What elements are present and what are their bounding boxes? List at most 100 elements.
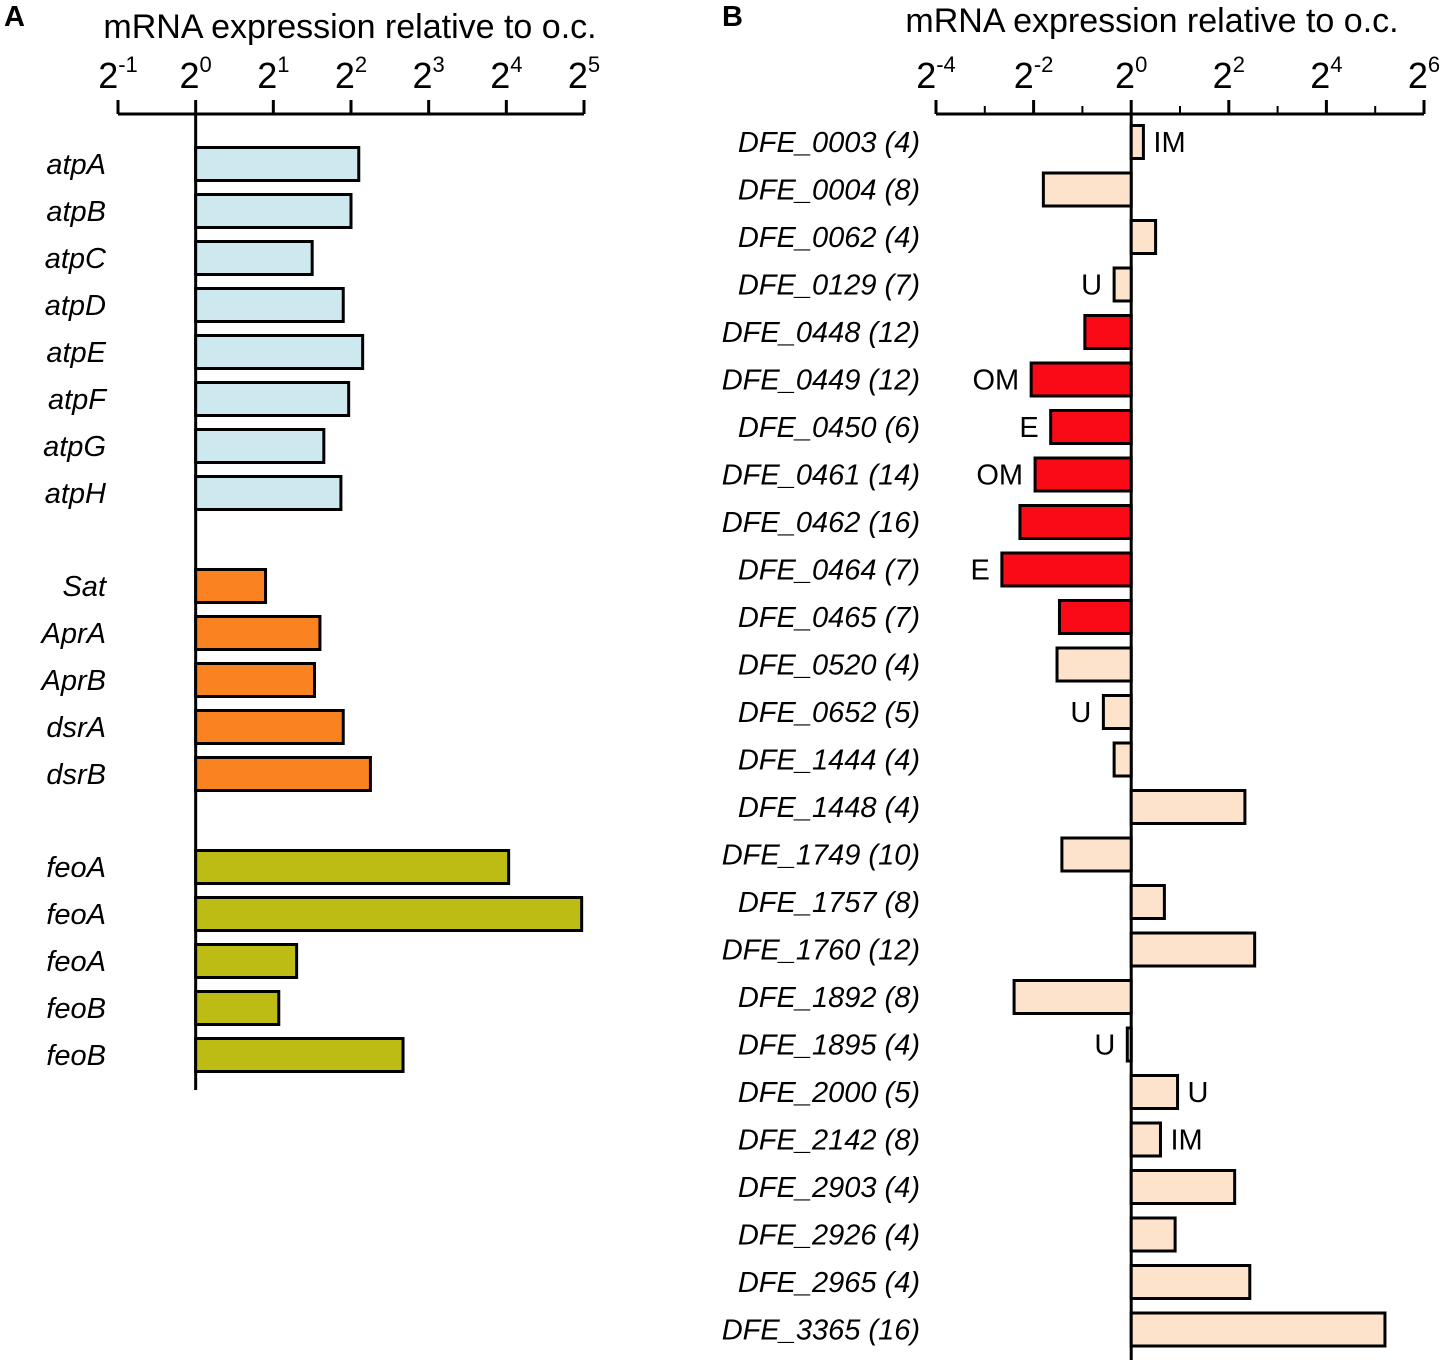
panel-a-category-label: AprB bbox=[40, 665, 106, 697]
panel-b-category-label: DFE_0448 (12) bbox=[722, 317, 920, 349]
panel-a-category-label: feoA bbox=[46, 899, 106, 931]
panel-b-category-label: DFE_2000 (5) bbox=[738, 1077, 920, 1109]
panel-a-bar bbox=[194, 990, 281, 1026]
panel-b-category-label: DFE_1757 (8) bbox=[738, 887, 920, 919]
panel-a-category-label: Sat bbox=[62, 571, 107, 603]
panel-a-category-label: atpB bbox=[46, 196, 106, 228]
panel-b-bar bbox=[1101, 694, 1133, 730]
panel-a-tick-label: 2-1 bbox=[98, 52, 138, 96]
panel-b-bar bbox=[1033, 456, 1133, 493]
panel-b-bar bbox=[1129, 1074, 1180, 1110]
panel-b-bar bbox=[1112, 266, 1133, 303]
panel-a-bar bbox=[194, 428, 326, 464]
panel-a-title: mRNA expression relative to o.c. bbox=[103, 8, 596, 46]
panel-a-bar bbox=[194, 709, 345, 745]
panel-a-category-label: atpD bbox=[45, 290, 106, 322]
panel-a-bar bbox=[194, 334, 365, 370]
panel-b-bar bbox=[1012, 979, 1133, 1015]
panel-b-category-label: DFE_0520 (4) bbox=[738, 650, 920, 682]
panel-b-category-label: DFE_0129 (7) bbox=[738, 270, 920, 302]
panel-a-category-label: atpF bbox=[48, 384, 108, 416]
panel-b-annotation-label: IM bbox=[1153, 127, 1185, 159]
panel-b-title: mRNA expression relative to o.c. bbox=[905, 2, 1398, 40]
panel-a-chart: A mRNA expression relative to o.c. 2-1 20… bbox=[4, 1, 600, 1090]
panel-a-bar bbox=[194, 943, 299, 979]
panel-b-letter: B bbox=[722, 1, 743, 33]
panel-a-bar bbox=[194, 381, 351, 417]
panel-b-annotation-label: U bbox=[1070, 697, 1091, 729]
panel-b-bar bbox=[1129, 1121, 1162, 1158]
panel-b-tick-label: 24 bbox=[1310, 52, 1342, 96]
panel-b-category-label: DFE_2903 (4) bbox=[738, 1172, 920, 1204]
panel-b-category-label: DFE_0004 (8) bbox=[738, 175, 920, 207]
panel-a-bar bbox=[194, 756, 372, 792]
panel-b-category-label: DFE_2142 (8) bbox=[738, 1125, 920, 1157]
panel-b-annotation-label: OM bbox=[976, 460, 1023, 492]
panel-b-annotation-label: E bbox=[971, 555, 990, 587]
panel-a-tick-label: 25 bbox=[568, 52, 600, 96]
panel-b-category-label: DFE_0003 (4) bbox=[738, 127, 920, 159]
panel-b-category-label: DFE_0062 (4) bbox=[738, 222, 920, 254]
panel-b-category-label: DFE_2965 (4) bbox=[738, 1267, 920, 1299]
panel-a-bar bbox=[194, 475, 343, 511]
panel-b-category-label: DFE_3365 (16) bbox=[722, 1315, 920, 1347]
panel-b-bar bbox=[1129, 789, 1247, 825]
panel-b-bar bbox=[1129, 124, 1145, 160]
panel-b-category-label: DFE_0465 (7) bbox=[738, 602, 920, 634]
panel-a-category-label: atpA bbox=[46, 149, 106, 181]
panel-a-tick-label: 21 bbox=[257, 52, 289, 96]
panel-a-category-label: atpH bbox=[45, 478, 106, 510]
panel-a-category-label: atpG bbox=[43, 431, 106, 463]
panel-b-chart: B mRNA expression relative to o.c. 2-4 2-… bbox=[722, 1, 1440, 1360]
panel-b-bar bbox=[1125, 1026, 1133, 1063]
panel-a-category-label: dsrA bbox=[46, 712, 106, 744]
panel-b-bar bbox=[1129, 1169, 1237, 1205]
panel-b-annotation-label: U bbox=[1094, 1030, 1115, 1062]
panel-a-category-label: feoA bbox=[46, 852, 106, 884]
panel-a-bar bbox=[194, 146, 361, 182]
panel-b-annotation-label: E bbox=[1019, 412, 1038, 444]
panel-b-tick-label: 2-2 bbox=[1014, 52, 1054, 96]
panel-b-bar bbox=[1060, 836, 1133, 873]
panel-b-bar bbox=[1083, 314, 1133, 350]
panel-a-category-label: atpC bbox=[45, 243, 107, 275]
panel-b-bar bbox=[1129, 1216, 1177, 1253]
panel-b-category-label: DFE_1760 (12) bbox=[722, 935, 920, 967]
panel-a-bar bbox=[194, 896, 584, 932]
panel-b-category-label: DFE_1892 (8) bbox=[738, 982, 920, 1014]
panel-b-tick-label: 2-4 bbox=[916, 52, 956, 96]
panel-a-category-label: AprA bbox=[40, 618, 106, 650]
panel-b-bar bbox=[1041, 171, 1133, 208]
panel-a-tick-label: 24 bbox=[490, 52, 522, 96]
panel-b-tick-label: 26 bbox=[1408, 52, 1440, 96]
panel-a-bar bbox=[194, 1037, 405, 1073]
panel-a-category-label: feoB bbox=[46, 1040, 106, 1072]
panel-b-category-label: DFE_1444 (4) bbox=[738, 745, 920, 777]
panel-b-category-label: DFE_0652 (5) bbox=[738, 697, 920, 729]
panel-a-category-label: atpE bbox=[46, 337, 106, 369]
panel-b-annotation-label: U bbox=[1188, 1077, 1209, 1109]
panel-b-category-label: DFE_2926 (4) bbox=[738, 1220, 920, 1252]
panel-b-annotation-label: IM bbox=[1170, 1125, 1202, 1157]
panel-a-tick-label: 22 bbox=[335, 52, 367, 96]
panel-a-bar bbox=[194, 287, 345, 323]
panel-b-bar bbox=[1129, 1264, 1252, 1300]
panel-b-category-label: DFE_0461 (14) bbox=[722, 460, 920, 492]
panel-b-category-label: DFE_1749 (10) bbox=[722, 840, 920, 872]
panel-b-bar bbox=[1000, 551, 1133, 588]
panel-a-bar bbox=[194, 662, 316, 698]
panel-b-category-label: DFE_0450 (6) bbox=[738, 412, 920, 444]
panel-b-bar bbox=[1129, 884, 1166, 920]
panel-b-category-label: DFE_0462 (16) bbox=[722, 507, 920, 539]
panel-a-category-label: feoA bbox=[46, 946, 106, 978]
panel-a-bar bbox=[194, 240, 314, 276]
panel-b-bar bbox=[1018, 504, 1133, 540]
panel-b-category-label: DFE_0449 (12) bbox=[722, 365, 920, 397]
panel-b-category-label: DFE_1895 (4) bbox=[738, 1030, 920, 1062]
panel-a-bar bbox=[194, 568, 268, 604]
panel-a-bar bbox=[194, 193, 353, 229]
panel-a-bar bbox=[194, 849, 511, 885]
panel-a-tick-label: 23 bbox=[413, 52, 445, 96]
panel-b-bar bbox=[1049, 409, 1133, 445]
panel-b-category-label: DFE_0464 (7) bbox=[738, 555, 920, 587]
